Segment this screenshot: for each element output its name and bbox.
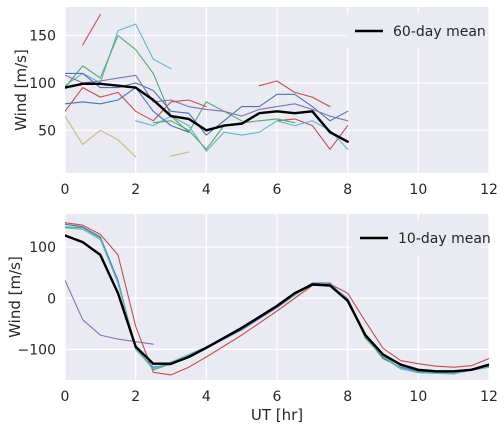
x-tick-label: 0 (61, 182, 70, 198)
x-tick-label: 6 (273, 182, 282, 198)
y-tick-label: 50 (38, 123, 56, 139)
series-group (65, 14, 349, 158)
series-line-2 (65, 223, 489, 374)
x-tick-label: 0 (61, 389, 70, 405)
legend: 60-day mean (346, 13, 486, 49)
series-line-9 (276, 118, 349, 150)
y-axis-label: Wind [m/s] (12, 49, 30, 131)
x-tick-label: 12 (480, 182, 498, 198)
x-axis-label: UT [hr] (251, 406, 303, 424)
y-tick-label: 150 (29, 28, 56, 44)
legend-box (351, 220, 481, 256)
series-line-8 (258, 80, 331, 108)
top-panel-wind-60-day: 0 2 4 6 8 10 12 50 100 150 Wind [m/s] 60-day mean (12, 7, 498, 198)
x-tick-label: 4 (202, 182, 211, 198)
x-tick-label: 10 (409, 182, 427, 198)
legend-box (346, 13, 481, 49)
x-tick-label: 6 (273, 389, 282, 405)
series-line-5 (65, 115, 137, 158)
y-axis-label: Wind [m/s] (6, 256, 24, 338)
x-tick-label: 8 (343, 182, 352, 198)
x-tick-label: 12 (480, 389, 498, 405)
y-tick-label: 0 (47, 291, 56, 307)
series-group (65, 222, 489, 376)
series-line-12 (65, 87, 190, 133)
x-tick-label: 8 (343, 389, 352, 405)
legend: 10-day mean (351, 220, 491, 256)
series-line-7 (65, 87, 207, 122)
series-line-4 (65, 74, 349, 122)
x-tick-label: 2 (131, 182, 140, 198)
bottom-panel-wind-10-day: 0 2 4 6 8 10 12 −100 0 100 Wind [m/s] UT [hr] 10-day… (6, 214, 498, 424)
x-tick-label: 4 (202, 389, 211, 405)
y-tick-label: 100 (29, 76, 56, 92)
series-line-6 (170, 151, 190, 157)
series-line-2 (65, 34, 243, 133)
legend-label: 60-day mean (393, 24, 486, 40)
series-line-0 (65, 279, 154, 345)
series-line-1 (65, 222, 489, 376)
series-line-3 (65, 72, 349, 136)
legend-label: 10-day mean (398, 231, 491, 247)
series-line-0 (82, 14, 101, 46)
x-tick-label: 2 (131, 389, 140, 405)
x-tick-label: 10 (409, 389, 427, 405)
y-tick-label: −100 (18, 342, 56, 358)
y-tick-label: 100 (29, 240, 56, 256)
mean-series-line (65, 82, 349, 143)
mean-series-line (65, 234, 489, 373)
